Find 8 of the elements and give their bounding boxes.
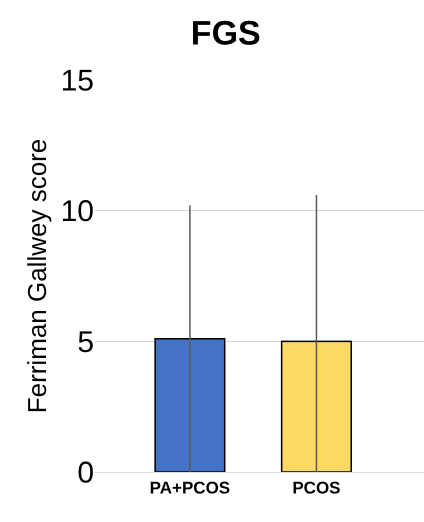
y-tick-label: 5 [77, 326, 94, 359]
x-tick-label: PCOS [292, 478, 341, 498]
y-tick-label: 0 [77, 456, 94, 490]
x-tick-label: PA+PCOS [150, 478, 230, 498]
y-axis-title: Ferriman Gallwey score [22, 138, 52, 414]
y-tick-label: 10 [60, 195, 94, 228]
chart-title: FGS [190, 14, 261, 53]
y-tick-label: 15 [60, 64, 94, 98]
